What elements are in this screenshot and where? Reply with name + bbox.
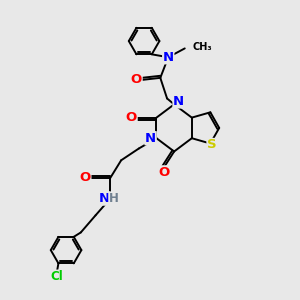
Text: S: S [207,139,217,152]
Text: N: N [163,51,174,64]
Text: N: N [145,132,156,145]
Text: Cl: Cl [51,270,63,283]
Text: O: O [126,111,137,124]
Text: N: N [99,192,110,205]
Text: O: O [131,74,142,86]
Text: N: N [173,95,184,108]
Text: O: O [158,166,170,179]
Text: O: O [80,172,91,184]
Text: H: H [109,192,119,205]
Text: CH₃: CH₃ [192,42,212,52]
